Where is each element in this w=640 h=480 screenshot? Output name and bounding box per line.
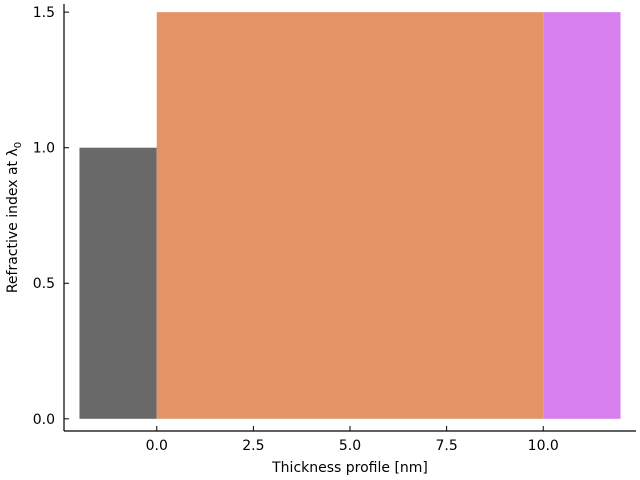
x-ticks-group: 0.0 2.5 5.0 7.5 10.0 (146, 426, 559, 454)
y-tick-label: 1.0 (33, 141, 55, 157)
x-axis-label: Thickness profile [nm] (271, 460, 428, 476)
bar-layer-2 (156, 12, 544, 419)
y-axis-label: Refractive index at λ0 (5, 142, 24, 293)
bars-group (79, 12, 621, 419)
y-tick-label: 1.5 (33, 5, 55, 21)
x-tick-label: 5.0 (339, 438, 361, 454)
x-tick-label: 7.5 (435, 438, 457, 454)
bar-layer-1 (79, 147, 157, 419)
y-ticks-group: 0.0 0.5 1.0 1.5 (33, 5, 69, 428)
x-tick-label: 0.0 (146, 438, 168, 454)
y-axis-label-text: Refractive index at λ (5, 148, 21, 293)
y-tick-label: 0.0 (33, 412, 55, 428)
y-axis-label-subscript: 0 (13, 142, 24, 148)
x-tick-label: 2.5 (242, 438, 264, 454)
y-tick-label: 0.5 (33, 276, 55, 292)
bar-layer-3 (543, 12, 621, 419)
x-tick-label: 10.0 (528, 438, 559, 454)
